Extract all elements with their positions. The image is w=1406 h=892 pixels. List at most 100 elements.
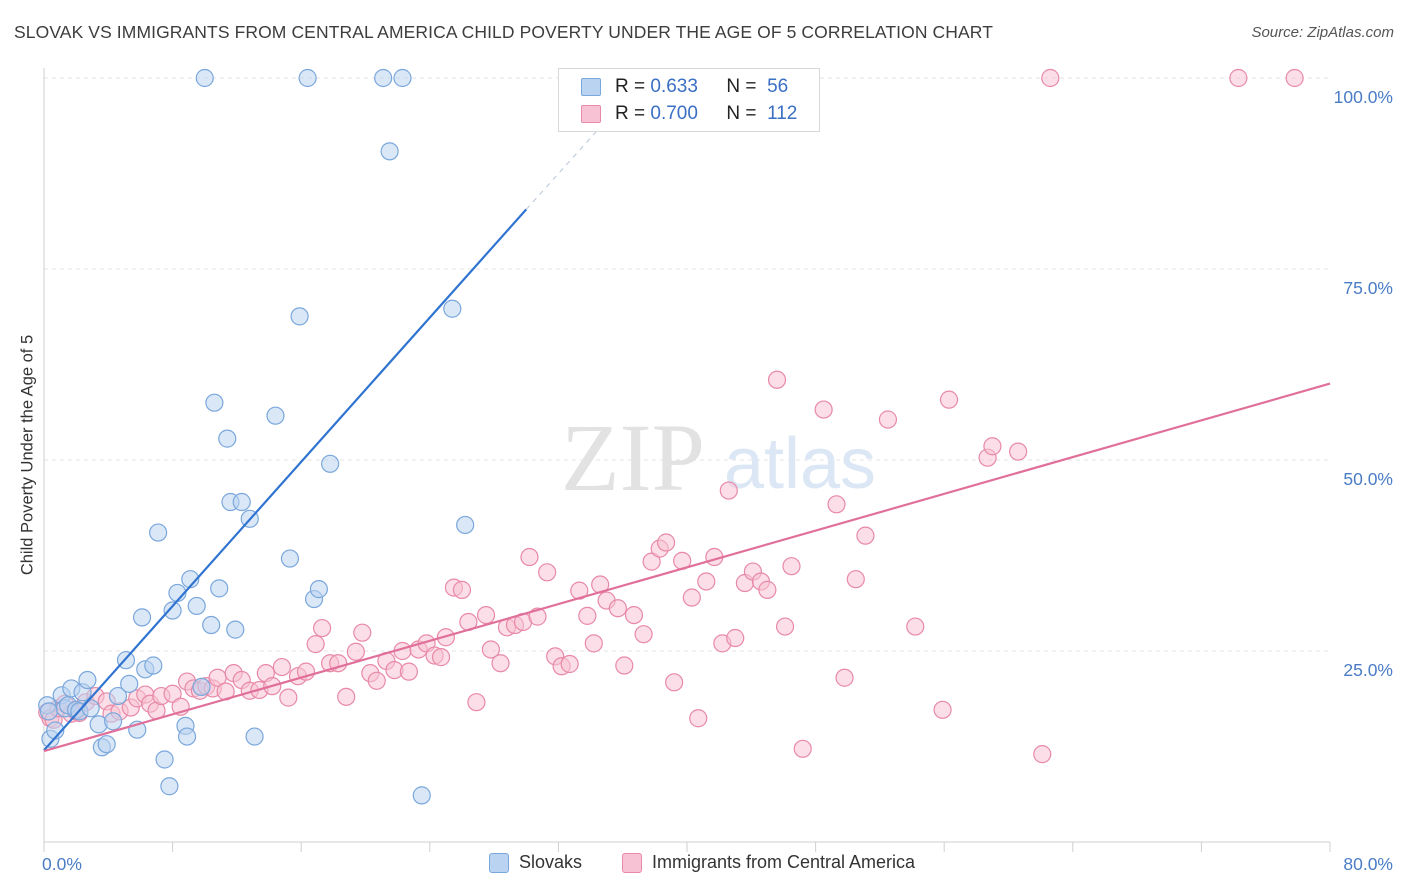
immigrant-point (697, 572, 716, 591)
legend-swatch-slovaks (581, 78, 601, 96)
y-tick-label: 100.0% (1334, 87, 1393, 107)
slovak-point (120, 674, 139, 693)
slovak-point (202, 615, 221, 635)
immigrant-point (726, 628, 745, 648)
legend-r-value: 0.633 (650, 76, 698, 97)
immigrant-point (1033, 745, 1052, 764)
legend-r-label: R = (615, 103, 646, 124)
immigrant-point (878, 410, 898, 429)
immigrant-point (665, 673, 684, 692)
immigrant-point (1285, 68, 1304, 88)
series-legend-immigrants[interactable]: Immigrants from Central America (622, 852, 915, 873)
trend-line-slovaks (43, 208, 528, 752)
legend-row-slovaks: R = 0.633 N = 56 (581, 74, 788, 100)
immigrant-point (346, 642, 365, 661)
immigrant-point (775, 617, 795, 636)
immigrant-point (279, 688, 298, 707)
watermark-atlas: atlas (724, 424, 876, 504)
immigrant-point (467, 693, 486, 712)
slovak-point (149, 523, 168, 542)
slovak-point (177, 727, 197, 746)
immigrant-point (578, 606, 597, 625)
slovak-point (266, 406, 285, 425)
slovak-point (374, 68, 393, 88)
slovak-point (39, 702, 58, 721)
immigrant-point (793, 739, 812, 758)
slovak-point (192, 677, 211, 697)
immigrant-point (682, 588, 701, 607)
immigrant-point (1229, 68, 1248, 88)
slovak-point (280, 549, 300, 568)
immigrant-point (767, 370, 787, 389)
legend-swatch-immigrants (581, 105, 601, 123)
series-legend-slovaks[interactable]: Slovaks (489, 852, 582, 873)
slovak-point (412, 786, 431, 805)
correlation-legend: R = 0.633 N = 56 R = 0.700 N = 112 (558, 68, 820, 132)
immigrant-point (431, 648, 451, 667)
series-legend-label: Immigrants from Central America (652, 852, 916, 872)
immigrant-point (337, 687, 356, 706)
immigrant-point (835, 668, 854, 687)
immigrants-points (38, 68, 1304, 764)
immigrant-point (615, 656, 634, 675)
legend-row-immigrants: R = 0.700 N = 112 (581, 101, 797, 127)
immigrant-point (814, 400, 833, 419)
trend-lines (43, 119, 1331, 753)
immigrant-point (538, 563, 557, 582)
immigrant-point (906, 617, 925, 636)
immigrant-point (306, 635, 325, 654)
legend-n-value: 56 (767, 76, 789, 97)
x-tick-label-max: 80.0% (1343, 854, 1393, 874)
immigrant-point (520, 547, 539, 567)
immigrant-point (1041, 68, 1060, 88)
slovak-point (205, 393, 224, 412)
immigrant-point (846, 570, 865, 589)
slovak-point (380, 142, 399, 161)
immigrant-point (689, 709, 708, 728)
trend-line-immigrants (43, 382, 1331, 753)
immigrant-point (719, 481, 738, 500)
immigrant-point (353, 623, 372, 642)
legend-n-label: N = (726, 103, 757, 124)
legend-r-label: R = (615, 76, 646, 97)
immigrant-point (452, 580, 472, 599)
y-tick-label: 25.0% (1343, 660, 1393, 680)
immigrant-point (933, 700, 952, 719)
immigrant-point (856, 526, 875, 545)
immigrant-point (272, 657, 292, 677)
immigrant-point (657, 533, 676, 552)
slovak-point (232, 492, 251, 512)
slovak-point (210, 579, 229, 598)
slovak-point (104, 712, 123, 731)
legend-n-value: 112 (767, 103, 798, 124)
immigrant-point (491, 654, 510, 673)
immigrant-point (476, 605, 496, 625)
slovak-point (132, 608, 152, 627)
slovak-point (155, 750, 174, 769)
slovak-point (456, 515, 475, 535)
immigrant-point (584, 634, 603, 653)
immigrant-point (624, 605, 644, 625)
immigrant-point (827, 495, 846, 514)
tick-labels: 25.0% 50.0% 75.0% 100.0% 0.0% 80.0% (42, 87, 1393, 874)
chart-source: Source: ZipAtlas.com (1251, 24, 1394, 41)
y-tick-label: 50.0% (1343, 469, 1393, 489)
chart-title: SLOVAK VS IMMIGRANTS FROM CENTRAL AMERIC… (14, 22, 994, 42)
watermark-zip: ZIP (561, 404, 705, 511)
slovak-point (144, 656, 163, 675)
immigrant-point (163, 684, 182, 703)
immigrant-point (642, 552, 661, 571)
slovak-point (81, 699, 100, 718)
series-swatch-slovaks (489, 852, 509, 873)
slovak-point (226, 620, 245, 639)
slovak-point (218, 429, 237, 448)
immigrant-point (1009, 442, 1028, 461)
immigrant-point (758, 580, 777, 599)
immigrant-point (312, 618, 332, 638)
legend-n-label: N = (726, 76, 757, 97)
slovak-point (321, 454, 340, 473)
slovak-point (78, 670, 97, 690)
immigrant-point (399, 662, 419, 681)
slovak-point (298, 68, 317, 88)
